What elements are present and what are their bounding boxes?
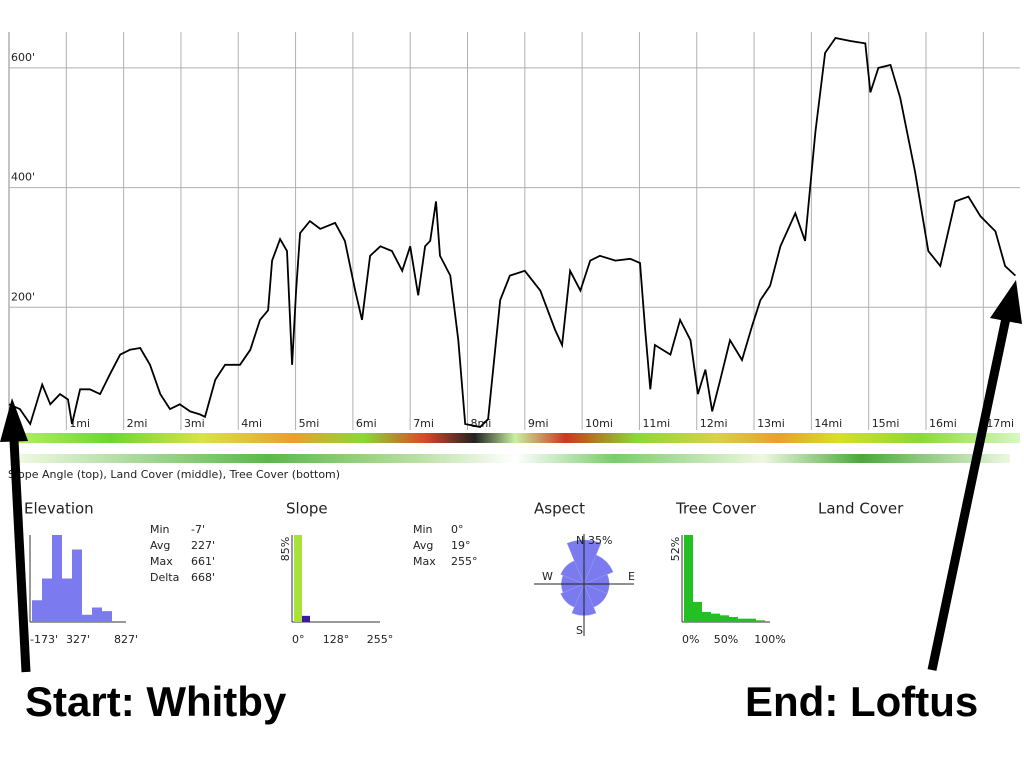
stat-name: Min [150,523,170,536]
y-tick-label: 400' [11,171,35,184]
x-tick-label: 14mi [814,417,842,430]
histogram-bar [72,549,82,622]
elevation-line [8,37,1017,428]
strip-caption: Slope Angle (top), Land Cover (middle), … [8,468,340,481]
histogram-bar [729,616,738,622]
x-tick-label: 7mi [413,417,434,430]
histogram-bar [302,615,310,622]
stat-value: 255° [451,555,478,568]
slope-strip [10,433,1020,443]
histogram-bar [52,535,62,622]
stat-value: 227' [191,539,215,552]
panel-title: Tree Cover [675,500,757,518]
stat-value: 19° [451,539,471,552]
histogram-bar [62,578,72,622]
stat-name: Avg [150,539,170,552]
histogram-bar [756,620,765,622]
x-label: 0° [292,633,305,646]
x-tick-label: 9mi [528,417,549,430]
histogram-bar [738,618,747,622]
histogram-bar [42,578,52,622]
histogram-bar [102,611,112,622]
x-tick-label: 1mi [69,417,90,430]
panel-title: Slope [286,500,328,518]
direction-label: N [576,534,584,547]
histogram-bar [747,618,756,622]
x-label: 0% [682,633,699,646]
x-tick-label: 15mi [872,417,900,430]
x-label: 327' [66,633,90,646]
histogram-bar [92,607,102,622]
x-tick-label: 10mi [585,417,613,430]
land-cover-strip [20,454,1010,463]
panel-title: Land Cover [818,500,904,518]
histogram-bar [82,614,92,622]
x-label: 827' [114,633,138,646]
stat-value: -7' [191,523,205,536]
x-tick-label: 16mi [929,417,957,430]
panel-title: Aspect [534,500,585,518]
panels: -173' 327' 827' 85% 0° 128° 255° 52% 0% 50% 100% Mi… [29,523,786,646]
direction-label: S [576,624,583,637]
x-label: 255° [367,633,394,646]
x-tick-label: 2mi [127,417,148,430]
stat-value: 0° [451,523,464,536]
stat-name: Min [413,523,433,536]
histogram-bar [720,615,729,622]
stat-name: Avg [413,539,433,552]
elevation-profile: 1mi 2mi 3mi 4mi 5mi 6mi 7mi 8mi 9mi 10mi 11mi 12mi 1… [8,32,1020,430]
histogram-bar [711,613,720,622]
x-label: 50% [714,633,738,646]
panel-title: Elevation [24,500,94,518]
y-tick-label: 600' [11,51,35,64]
x-tick-label: 6mi [356,417,377,430]
histogram-bar [32,600,42,622]
x-label: 128° [323,633,350,646]
end-label: End: Loftus [745,678,978,725]
x-tick-label: 12mi [700,417,728,430]
histogram-bar [693,601,702,622]
x-label: 100% [754,633,785,646]
stat-name: Delta [150,571,179,584]
histogram-bar [702,611,711,622]
aspect-petal [560,583,585,608]
aspect-petal [583,554,614,585]
stat-name: Max [413,555,436,568]
stat-name: Max [150,555,173,568]
histogram-bar [684,535,693,622]
stat-value: 661' [191,555,215,568]
x-tick-label: 11mi [642,417,670,430]
aspect-petal [560,560,585,585]
x-tick-label: 4mi [241,417,262,430]
x-label: -173' [30,633,58,646]
x-tick-label: 17mi [986,417,1014,430]
y-label: 85% [279,537,292,561]
stat-value: 668' [191,571,215,584]
start-label: Start: Whitby [25,678,287,725]
y-label: 52% [669,537,682,561]
start-arrow [0,398,31,673]
x-tick-label: 13mi [757,417,785,430]
x-tick-label: 3mi [184,417,205,430]
direction-label: W [542,570,553,583]
max-label: 35% [588,534,612,547]
x-tick-label: 5mi [299,417,320,430]
histogram-bar [294,535,302,622]
end-arrow [927,280,1022,671]
y-tick-label: 200' [11,290,35,303]
direction-label: E [628,570,635,583]
